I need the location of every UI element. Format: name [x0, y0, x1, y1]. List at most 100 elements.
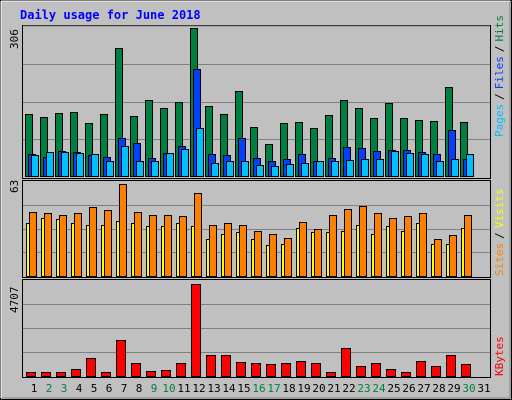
sites-bar [29, 212, 37, 277]
sites-bar [269, 234, 277, 277]
sites-bar [134, 212, 142, 277]
kbytes-bar [146, 371, 156, 377]
visits-ymax-label: 63 [8, 180, 21, 193]
pages-bar [391, 151, 399, 177]
sites-bar [119, 184, 127, 277]
visits-side-legend: Sites / Visits [493, 189, 506, 277]
pages-bar [106, 161, 114, 177]
sites-bar [374, 213, 382, 277]
day-label: 14 [222, 382, 236, 395]
sites-bar [179, 216, 187, 277]
kbytes-bar [221, 355, 231, 377]
pages-bar [136, 161, 144, 177]
pages-bar [451, 159, 459, 177]
kbytes-bar [161, 370, 171, 377]
sites-bar [209, 225, 217, 277]
sites-bar [239, 225, 247, 277]
sites-bar [389, 218, 397, 277]
legend-sep-2: / [493, 46, 506, 53]
pages-bar [31, 155, 39, 177]
sites-bar [44, 213, 52, 277]
pages-bar [241, 161, 249, 177]
pages-bar [361, 159, 369, 177]
kbytes-bar [236, 362, 246, 377]
day-label: 27 [417, 382, 430, 395]
pages-bar [271, 166, 279, 177]
day-label: 31 [477, 382, 490, 395]
sites-bar [224, 223, 232, 277]
sites-bar [59, 215, 67, 277]
pages-bar [196, 128, 204, 177]
sites-bar [329, 215, 337, 277]
kbytes-bar [26, 372, 36, 377]
day-label: 25 [387, 382, 400, 395]
pages-bar [286, 164, 294, 177]
kbytes-bar [176, 363, 186, 377]
sites-bar [359, 206, 367, 277]
legend-sep-3: / [493, 232, 506, 239]
pages-bar [466, 154, 474, 177]
pages-bar [61, 152, 69, 177]
sites-bar [254, 231, 262, 277]
pages-bar [331, 161, 339, 177]
day-labels: 1 2 3 4 5 6 7 8 9 10 11 12 13 14 15 16 17 18 19 20 21 22 23 24 2… [31, 382, 491, 395]
pages-bar [151, 161, 159, 177]
pages-bar [436, 161, 444, 177]
sites-bar [164, 215, 172, 277]
hits-ymax-label: 306 [8, 29, 21, 49]
pages-bar [181, 149, 189, 177]
kbytes-ymax-label: 4707 [8, 287, 21, 314]
kbytes-bar [431, 366, 441, 377]
hits-side-legend: Pages / Files / Hits [493, 15, 506, 137]
day-label: 24 [372, 382, 386, 395]
day-label: 28 [432, 382, 445, 395]
hits-bars [25, 28, 474, 177]
day-label: 29 [447, 382, 460, 395]
sites-bar [104, 210, 112, 277]
sites-bar [284, 238, 292, 277]
kbytes-bar [86, 358, 96, 377]
legend-kbytes: KBytes [493, 336, 506, 376]
pages-bar [46, 152, 54, 177]
day-label: 19 [297, 382, 310, 395]
sites-bar [464, 215, 472, 277]
day-label: 5 [91, 382, 98, 395]
sites-bar [149, 215, 157, 277]
kbytes-bar [281, 363, 291, 377]
kbytes-bar [71, 369, 81, 377]
day-label: 6 [106, 382, 113, 395]
kbytes-bar [446, 355, 456, 377]
day-label: 17 [267, 382, 280, 395]
day-label: 9 [151, 382, 158, 395]
day-label: 20 [312, 382, 325, 395]
pages-bar [91, 154, 99, 177]
legend-visits: Visits [493, 189, 506, 229]
kbytes-bar [311, 363, 321, 377]
day-label: 3 [61, 382, 68, 395]
sites-bar [194, 193, 202, 277]
kbytes-bars [26, 284, 471, 377]
pages-bar [406, 153, 414, 177]
pages-bar [121, 146, 129, 177]
kbytes-bar [371, 363, 381, 377]
day-label: 8 [136, 382, 143, 395]
sites-bar [434, 239, 442, 277]
legend-hits: Hits [493, 15, 506, 42]
day-label: 23 [357, 382, 370, 395]
day-label: 26 [402, 382, 415, 395]
sites-bar [89, 207, 97, 277]
day-label: 2 [46, 382, 53, 395]
sites-bar [449, 235, 457, 277]
kbytes-bar [101, 372, 111, 377]
kbytes-bar [296, 361, 306, 377]
sites-bar [344, 209, 352, 277]
pages-bar [76, 153, 84, 177]
legend-files: Files [493, 56, 506, 89]
day-label: 16 [252, 382, 265, 395]
kbytes-bar [341, 348, 351, 377]
day-label: 12 [192, 382, 205, 395]
kbytes-bar [461, 364, 471, 377]
visits-bars [26, 184, 472, 277]
day-label: 22 [342, 382, 355, 395]
chart-title: Daily usage for June 2018 [20, 8, 201, 22]
